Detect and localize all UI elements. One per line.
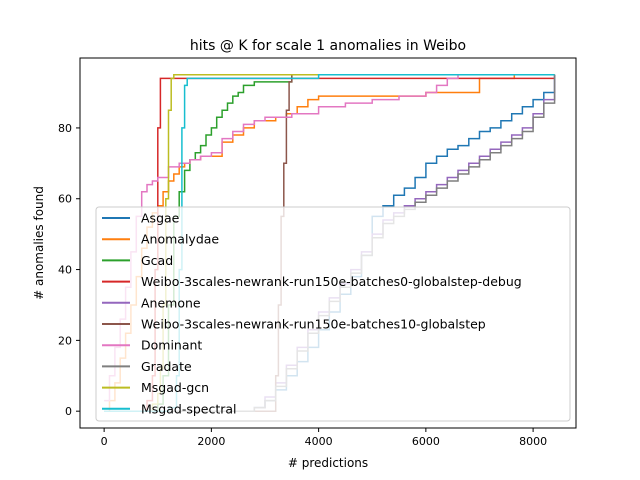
legend-label-5: Weibo-3scales-newrank-run150e-batches10-…	[141, 317, 486, 332]
x-axis: 0 2000 4000 6000 8000	[101, 428, 547, 448]
x-tick-label: 4000	[305, 435, 333, 448]
x-tick-label: 8000	[519, 435, 547, 448]
legend-label-6: Dominant	[141, 338, 202, 353]
legend-label-0: Asgae	[141, 211, 180, 226]
legend-label-9: Msgad-spectral	[141, 401, 237, 416]
y-axis-label: # anomalies found	[32, 186, 46, 300]
legend-label-1: Anomalydae	[141, 232, 219, 247]
x-tick-label: 6000	[412, 435, 440, 448]
y-axis: 0 20 40 60 80	[58, 122, 80, 418]
legend-label-8: Msgad-gcn	[141, 380, 209, 395]
y-tick-label: 0	[65, 405, 72, 418]
chart-title: hits @ K for scale 1 anomalies in Weibo	[190, 38, 466, 54]
legend-label-2: Gcad	[141, 253, 173, 268]
x-tick-label: 0	[101, 435, 108, 448]
y-tick-label: 80	[58, 122, 72, 135]
legend-box	[95, 206, 571, 422]
legend-label-7: Gradate	[141, 359, 192, 374]
x-axis-label: # predictions	[288, 456, 368, 470]
y-tick-label: 20	[58, 334, 72, 347]
plot-frame	[79, 57, 577, 429]
legend-label-3: Weibo-3scales-newrank-run150e-batches0-g…	[141, 274, 522, 289]
y-tick-label: 60	[58, 193, 72, 206]
y-tick-label: 40	[58, 264, 72, 277]
legend-label-4: Anemone	[141, 295, 201, 310]
x-tick-label: 2000	[197, 435, 225, 448]
legend: Asgae Anomalydae Gcad Weibo-3scales-newrank…	[95, 206, 571, 422]
